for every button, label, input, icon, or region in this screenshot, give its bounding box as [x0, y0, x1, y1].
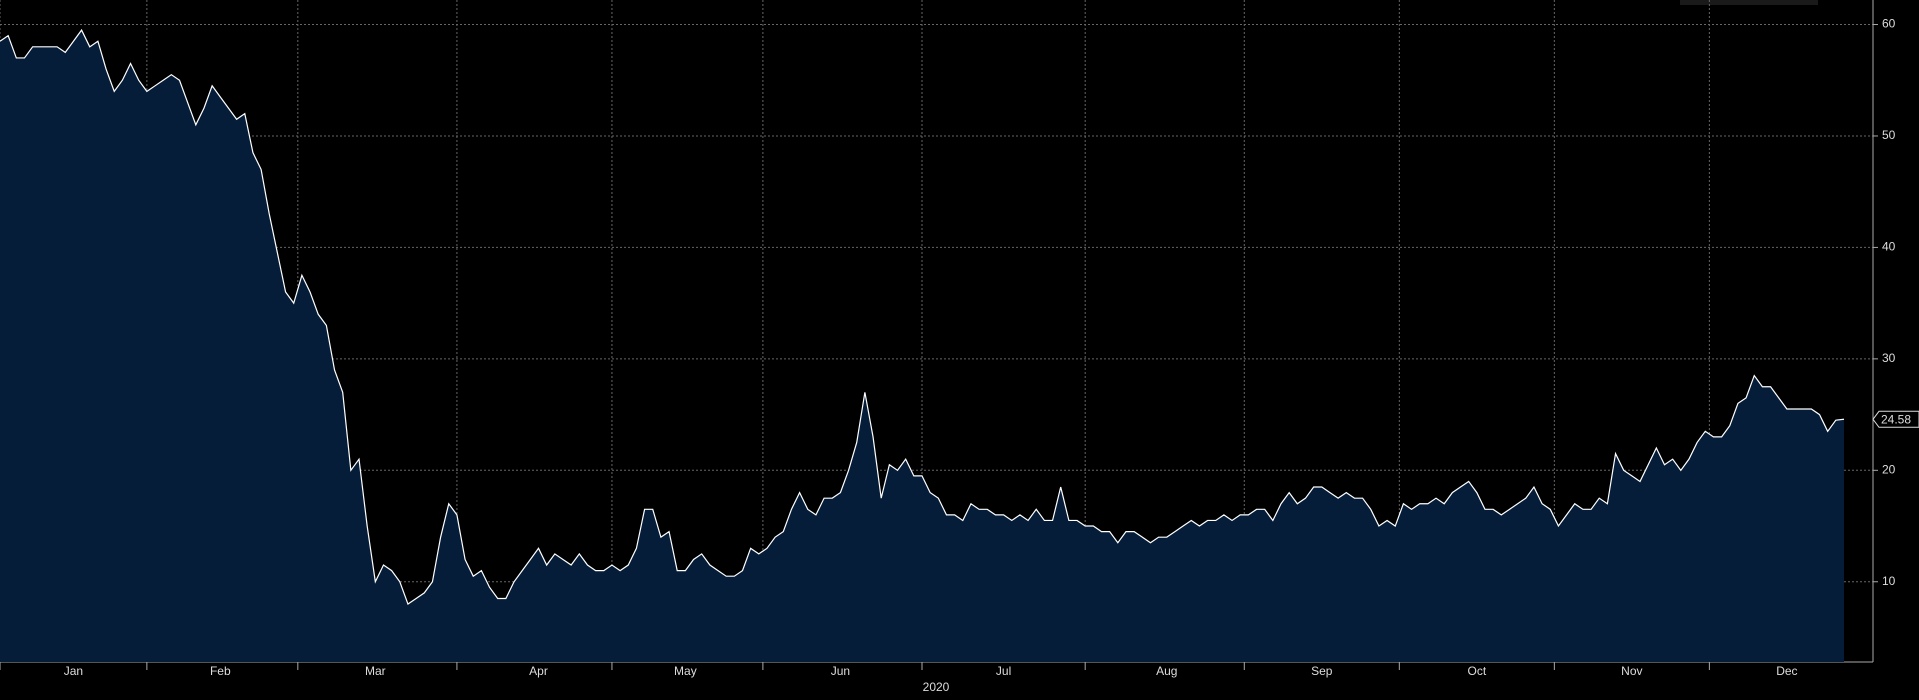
panel-tab — [1680, 0, 1818, 5]
y-tick-label: 50 — [1882, 128, 1896, 142]
x-tick-label: May — [674, 664, 697, 678]
x-tick-label: Nov — [1621, 664, 1642, 678]
last-value-label: 24.58 — [1881, 412, 1911, 426]
x-tick-label: Dec — [1776, 664, 1797, 678]
x-tick-label: Jan — [64, 664, 83, 678]
last-value-flag — [1872, 410, 1919, 428]
y-tick-label: 40 — [1882, 240, 1896, 254]
x-tick-label: Apr — [529, 664, 548, 678]
x-axis-label: 2020 — [923, 680, 950, 694]
y-tick-label: 60 — [1882, 17, 1896, 31]
price-line — [0, 28, 1845, 605]
x-tick-label: Mar — [365, 664, 386, 678]
y-tick-label: 20 — [1882, 462, 1896, 476]
y-tick-label: 10 — [1882, 574, 1896, 588]
x-tick-label: Sep — [1311, 664, 1333, 678]
y-tick-label: 30 — [1882, 351, 1896, 365]
area-fill — [0, 30, 1844, 662]
x-tick-label: Feb — [210, 664, 231, 678]
x-tick-label: Oct — [1467, 664, 1486, 678]
x-tick-label: Aug — [1156, 664, 1177, 678]
x-tick-label: Jun — [831, 664, 850, 678]
x-tick-label: Jul — [996, 664, 1011, 678]
